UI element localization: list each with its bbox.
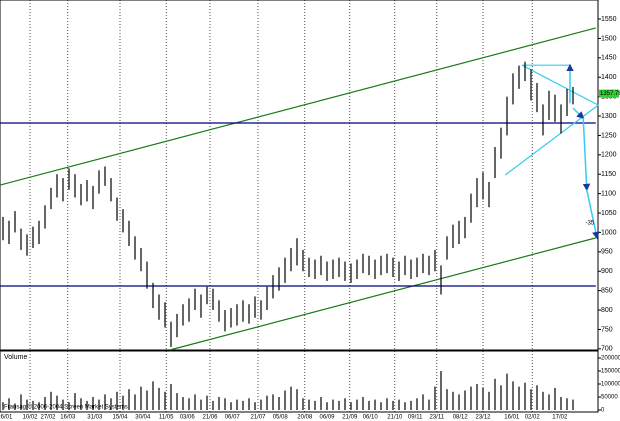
y-tick-label: 1500 [601,35,617,42]
last-price-label: 1357.78 [600,91,620,97]
last-price-tag [599,89,619,98]
y-tick-label: 950 [601,249,613,256]
y-tick-label: 1050 [601,210,617,217]
x-tick-label: 23/11 [430,415,445,421]
y-tick-label: 1200 [601,152,617,159]
copyright: Fransag © 2000-2004 Screen Market System… [4,404,128,411]
x-tick-label: 26/01 [0,415,13,421]
x-tick-label: 16/03 [60,415,76,421]
y-tick-label: 1300 [601,113,617,120]
volume-tick-label: 0 [601,408,605,414]
x-tick-label: 15/04 [112,415,128,421]
x-tick-label: 21/10 [387,415,403,421]
x-tick-label: 21/09 [342,415,358,421]
x-tick-label: 20/08 [297,415,313,421]
y-tick-label: 1250 [601,132,617,139]
x-tick-label: 06/10 [363,415,379,421]
x-tick-label: 10/02 [22,415,38,421]
x-tick-label: 11/05 [159,415,174,421]
x-tick-label: 05/08 [273,415,289,421]
arrow [572,107,585,119]
volume-tick-label: 100000 [601,382,620,388]
arrow [582,117,591,192]
x-tick-label: 06/09 [319,415,335,421]
y-tick-label: 850 [601,287,613,294]
y-tick-label: 800 [601,307,613,314]
y-tick-label: 700 [601,346,613,353]
price-panel [0,0,599,351]
trend-line [0,27,596,186]
x-tick-label: 09/11 [408,415,423,421]
volume-panel [0,350,599,413]
volume-tick-label: 150000 [601,369,620,375]
y-tick-label: 750 [601,326,613,333]
x-tick-label: 30/04 [135,415,151,421]
x-tick-label: 31/03 [87,415,103,421]
x-tick-label: 21/06 [202,415,218,421]
y-tick-label: 1450 [601,55,617,62]
annotation: -35 [585,220,594,226]
y-tick-label: 900 [601,268,613,275]
trend-line [169,237,596,351]
y-tick-label: 1400 [601,74,617,81]
volume-tick-label: 200000 [601,356,620,362]
volume-tick-label: 50000 [601,395,618,401]
y-tick-label: 1550 [601,16,617,23]
x-tick-label: 17/02 [552,415,568,421]
arrow [586,189,600,240]
x-tick-label: 08/12 [453,415,469,421]
volume-label: Volume [4,354,27,361]
x-tick-label: 21/07 [250,415,266,421]
y-tick-label: 1000 [601,229,617,236]
trend-line [521,64,599,106]
x-tick-label: 27/02 [40,415,56,421]
y-tick-label: 1150 [601,171,616,178]
x-tick-label: 16/01 [504,415,520,421]
y-tick-label: 1100 [601,190,616,197]
x-tick-label: 02/02 [525,415,541,421]
x-tick-label: 06/07 [225,415,241,421]
x-tick-label: 23/12 [475,415,491,421]
x-tick-label: 03/06 [180,415,196,421]
